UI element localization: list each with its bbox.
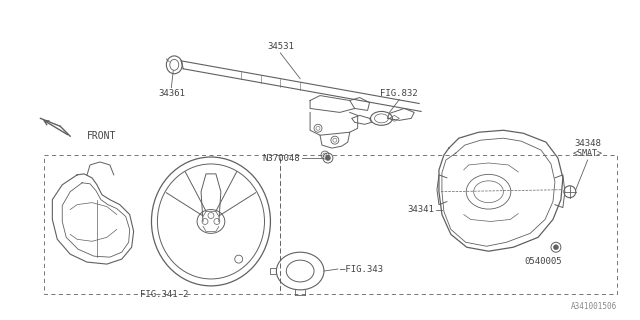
Text: 34531: 34531	[267, 42, 294, 51]
Text: 34341: 34341	[407, 205, 434, 214]
Text: FRONT: FRONT	[87, 131, 116, 141]
Text: A341001506: A341001506	[571, 302, 618, 311]
Text: N370048: N370048	[262, 154, 300, 163]
Circle shape	[554, 245, 559, 250]
Text: 34348: 34348	[574, 139, 601, 148]
Text: —FIG.343: —FIG.343	[340, 265, 383, 274]
Text: 0540005: 0540005	[524, 257, 562, 266]
Text: 34361: 34361	[158, 89, 185, 98]
Text: <SMAT>: <SMAT>	[573, 149, 603, 158]
Circle shape	[326, 156, 330, 161]
Text: FIG.832: FIG.832	[381, 89, 418, 98]
Text: FIG.341-2: FIG.341-2	[140, 290, 189, 299]
